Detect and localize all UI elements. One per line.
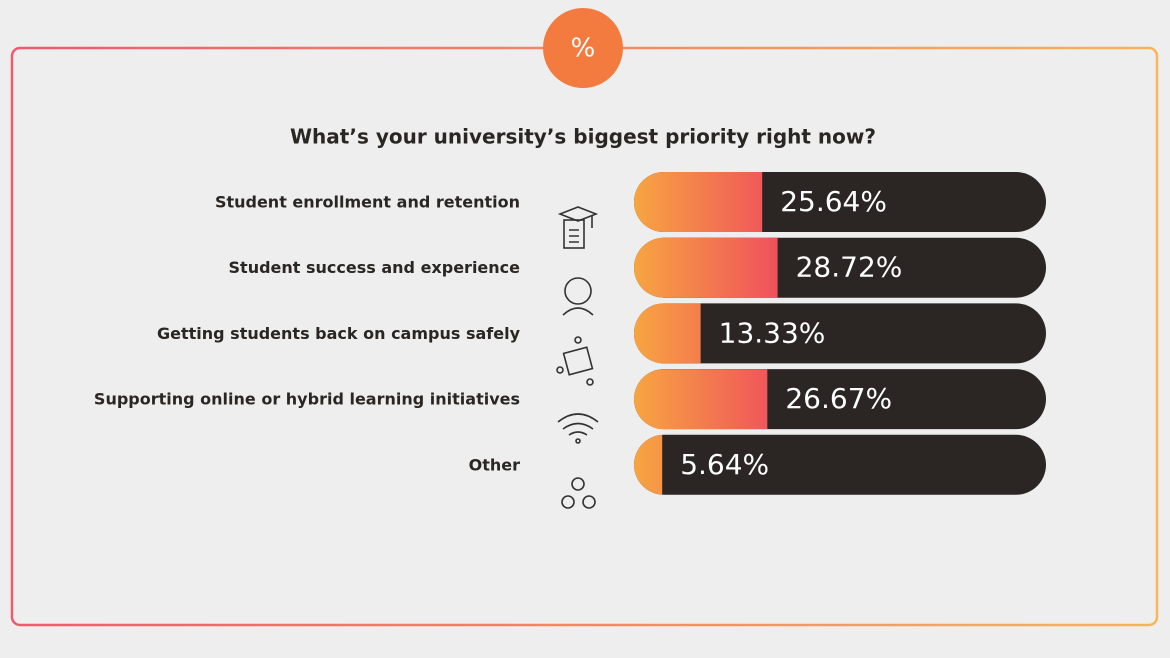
category-label: Other: [469, 455, 520, 474]
bars: Student enrollment and retention 25.64% St…: [94, 172, 1046, 495]
icon-circles: [561, 477, 596, 509]
icons: [556, 206, 599, 509]
badge-circle: [543, 8, 623, 88]
value-label: 5.64%: [680, 448, 769, 481]
bar-track: [634, 303, 1046, 364]
icon-graduation: [557, 206, 599, 249]
bar-track: [634, 434, 1046, 495]
icon-wifi: [557, 413, 599, 444]
category-label: Getting students back on campus safely: [157, 324, 521, 343]
category-label: Student success and experience: [229, 258, 521, 277]
bar: [634, 434, 663, 495]
value-label: 28.72%: [796, 251, 903, 284]
icon-campus: [556, 336, 594, 386]
bar: [634, 237, 778, 298]
bar: [634, 369, 768, 430]
value-label: 13.33%: [719, 316, 826, 349]
category-label: Supporting online or hybrid learning ini…: [94, 390, 520, 409]
bar: [634, 303, 701, 364]
value-label: 26.67%: [785, 382, 892, 415]
category-label: Student enrollment and retention: [215, 193, 520, 212]
badge-text: %: [571, 34, 596, 64]
chart-title: What’s your university’s biggest priorit…: [290, 125, 876, 149]
bar: [634, 172, 763, 232]
icon-person: [562, 277, 594, 316]
value-label: 25.64%: [780, 185, 887, 218]
